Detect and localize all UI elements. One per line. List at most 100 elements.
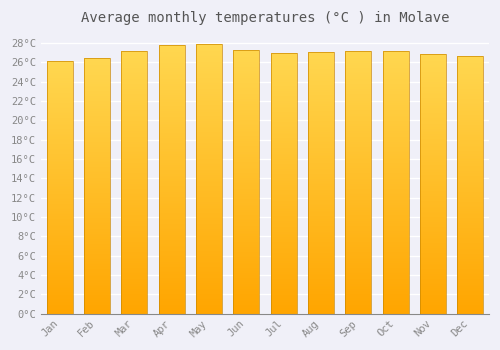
Bar [158, 97, 184, 99]
Bar [233, 194, 260, 196]
Bar [270, 105, 296, 106]
Bar [233, 108, 260, 110]
Bar [308, 146, 334, 148]
Bar [345, 161, 372, 163]
Bar [233, 50, 260, 51]
Bar [308, 239, 334, 240]
Bar [84, 116, 110, 118]
Bar [270, 103, 296, 105]
Bar [457, 307, 483, 309]
Bar [382, 261, 408, 263]
Bar [420, 110, 446, 112]
Bar [382, 168, 408, 170]
Bar [308, 251, 334, 253]
Bar [345, 51, 372, 314]
Bar [345, 237, 372, 238]
Bar [196, 198, 222, 200]
Bar [345, 289, 372, 291]
Bar [420, 279, 446, 281]
Bar [308, 158, 334, 160]
Bar [196, 141, 222, 143]
Bar [308, 190, 334, 191]
Bar [121, 296, 148, 298]
Bar [457, 134, 483, 135]
Bar [420, 293, 446, 295]
Bar [46, 93, 72, 95]
Bar [420, 295, 446, 296]
Bar [121, 147, 148, 149]
Bar [158, 287, 184, 289]
Bar [345, 272, 372, 273]
Bar [382, 89, 408, 91]
Bar [158, 220, 184, 222]
Bar [46, 275, 72, 277]
Bar [457, 245, 483, 247]
Bar [46, 270, 72, 272]
Bar [382, 178, 408, 180]
Bar [345, 94, 372, 96]
Bar [233, 293, 260, 294]
Bar [457, 212, 483, 214]
Bar [420, 55, 446, 56]
Bar [270, 233, 296, 235]
Bar [46, 278, 72, 280]
Bar [345, 301, 372, 303]
Bar [158, 254, 184, 256]
Bar [233, 143, 260, 145]
Bar [84, 285, 110, 286]
Bar [345, 223, 372, 224]
Bar [158, 113, 184, 115]
Bar [382, 96, 408, 98]
Bar [457, 111, 483, 113]
Bar [382, 150, 408, 152]
Bar [196, 48, 222, 49]
Bar [382, 291, 408, 293]
Bar [84, 103, 110, 104]
Bar [84, 65, 110, 67]
Bar [308, 305, 334, 307]
Bar [121, 100, 148, 101]
Bar [158, 215, 184, 217]
Bar [46, 135, 72, 137]
Bar [84, 154, 110, 155]
Bar [233, 185, 260, 187]
Bar [196, 146, 222, 148]
Bar [84, 199, 110, 201]
Bar [84, 108, 110, 110]
Bar [420, 120, 446, 122]
Bar [382, 252, 408, 254]
Bar [196, 87, 222, 89]
Bar [308, 218, 334, 219]
Bar [457, 94, 483, 96]
Bar [382, 296, 408, 298]
Bar [158, 124, 184, 126]
Bar [158, 249, 184, 251]
Bar [308, 230, 334, 232]
Bar [420, 117, 446, 118]
Bar [345, 195, 372, 196]
Bar [382, 258, 408, 259]
Bar [270, 232, 296, 233]
Bar [158, 305, 184, 307]
Bar [121, 103, 148, 105]
Bar [121, 175, 148, 177]
Bar [196, 138, 222, 139]
Bar [121, 124, 148, 126]
Bar [420, 271, 446, 272]
Bar [308, 198, 334, 200]
Bar [345, 308, 372, 310]
Bar [46, 71, 72, 73]
Bar [270, 77, 296, 79]
Bar [345, 210, 372, 212]
Bar [345, 300, 372, 301]
Bar [382, 86, 408, 88]
Bar [420, 276, 446, 278]
Bar [308, 153, 334, 155]
Bar [196, 184, 222, 186]
Bar [308, 232, 334, 233]
Bar [46, 140, 72, 142]
Bar [233, 226, 260, 228]
Bar [121, 107, 148, 108]
Bar [457, 60, 483, 62]
Bar [382, 122, 408, 124]
